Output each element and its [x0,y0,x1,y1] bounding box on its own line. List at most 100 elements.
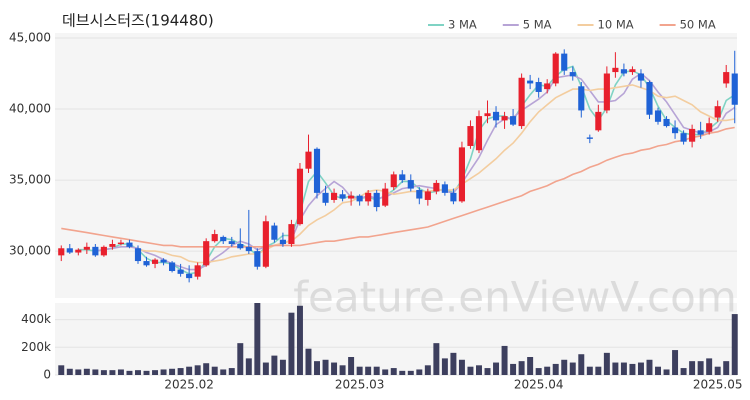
candle-body [697,130,704,135]
candle-body [262,221,269,267]
candle-body [288,224,295,245]
candle-body [373,192,380,208]
candle-body [450,192,457,202]
volume-bar [66,368,73,375]
candle-body [629,69,636,73]
volume-tick-label: 0 [43,368,51,382]
watermark: feature.enViewV.com [293,273,736,322]
volume-bar [552,363,559,375]
volume-bar [305,348,312,375]
candle-body [663,118,670,127]
candle-body [578,86,585,111]
volume-bar [518,361,525,375]
candle-body [117,242,125,245]
volume-bar [194,365,201,375]
volume-bar [416,369,423,375]
candle-body [126,242,133,247]
y-tick-label: 40,000 [9,102,51,116]
volume-bar [697,361,704,375]
volume-bar [731,314,738,375]
volume-bar [288,312,295,375]
volume-bar [228,368,235,375]
candle-body [714,106,721,118]
volume-bar [706,358,713,375]
volume-bar [186,366,193,375]
candle-body [612,67,619,73]
volume-bar [365,366,372,375]
x-tick-label: 2025.03 [335,378,385,392]
volume-bar [680,368,687,375]
volume-bar [689,361,696,375]
volume-bar [655,366,661,375]
candle-body [706,123,713,132]
volume-bar [245,358,252,375]
candle-body [83,246,90,250]
candle-body [169,262,176,272]
volume-bar [237,343,244,375]
y-tick-label: 30,000 [9,244,51,258]
volume-bar [595,366,602,375]
volume-bar [143,370,150,375]
legend-label: 3 MA [448,18,477,32]
volume-bar [211,366,218,375]
candle-body [66,248,73,253]
candle-body [689,128,696,142]
candle-body [322,192,329,203]
x-tick-label: 2025.04 [514,378,564,392]
volume-bar [135,370,141,375]
volume-bar [672,350,679,375]
volume-bar [160,369,167,375]
y-tick-label: 45,000 [9,30,51,44]
volume-bar [501,345,508,375]
volume-bar [510,363,517,375]
volume-bar [637,362,644,375]
volume-bar [348,357,355,375]
y-tick-label: 35,000 [9,173,51,187]
volume-bar [109,370,116,375]
x-tick-label: 2025.05 [693,378,743,392]
volume-tick-label: 400k [21,312,51,326]
candle-body [510,116,517,125]
candle-body [458,147,466,202]
candle-body [484,113,491,117]
candle-body [723,72,730,84]
candle-body [203,241,210,266]
volume-bar [424,365,431,375]
candle-body [544,83,551,90]
candle-body [382,188,389,206]
volume-bar [467,366,474,375]
candle-body [595,111,602,131]
volume-bar [578,354,585,375]
volume-bar [629,363,636,375]
candle-body [586,137,593,139]
candle-body [348,195,355,199]
ma-line [61,126,735,248]
volume-bar [407,370,414,375]
volume-bar [169,368,176,375]
volume-bar [535,368,542,375]
candle-body [313,148,321,193]
volume-bar [177,368,184,375]
candle-body [603,73,610,111]
candle-body [407,180,414,189]
volume-bar [433,343,440,375]
candle-body [680,133,687,142]
volume-bar [612,362,619,375]
candle-body [390,174,397,188]
volume-bar [100,370,107,375]
candle-body [492,111,500,121]
volume-bar [484,368,491,375]
volume-bar [262,362,269,375]
volume-bar [92,369,99,375]
candle-body [237,244,244,249]
candle-body [552,53,559,84]
volume-bar [296,305,303,375]
volume-bar [83,368,90,375]
candle-body [399,174,406,181]
candle-body [561,53,568,71]
volume-bar [58,365,65,375]
candle-body [134,248,142,262]
volume-bar [152,370,159,375]
